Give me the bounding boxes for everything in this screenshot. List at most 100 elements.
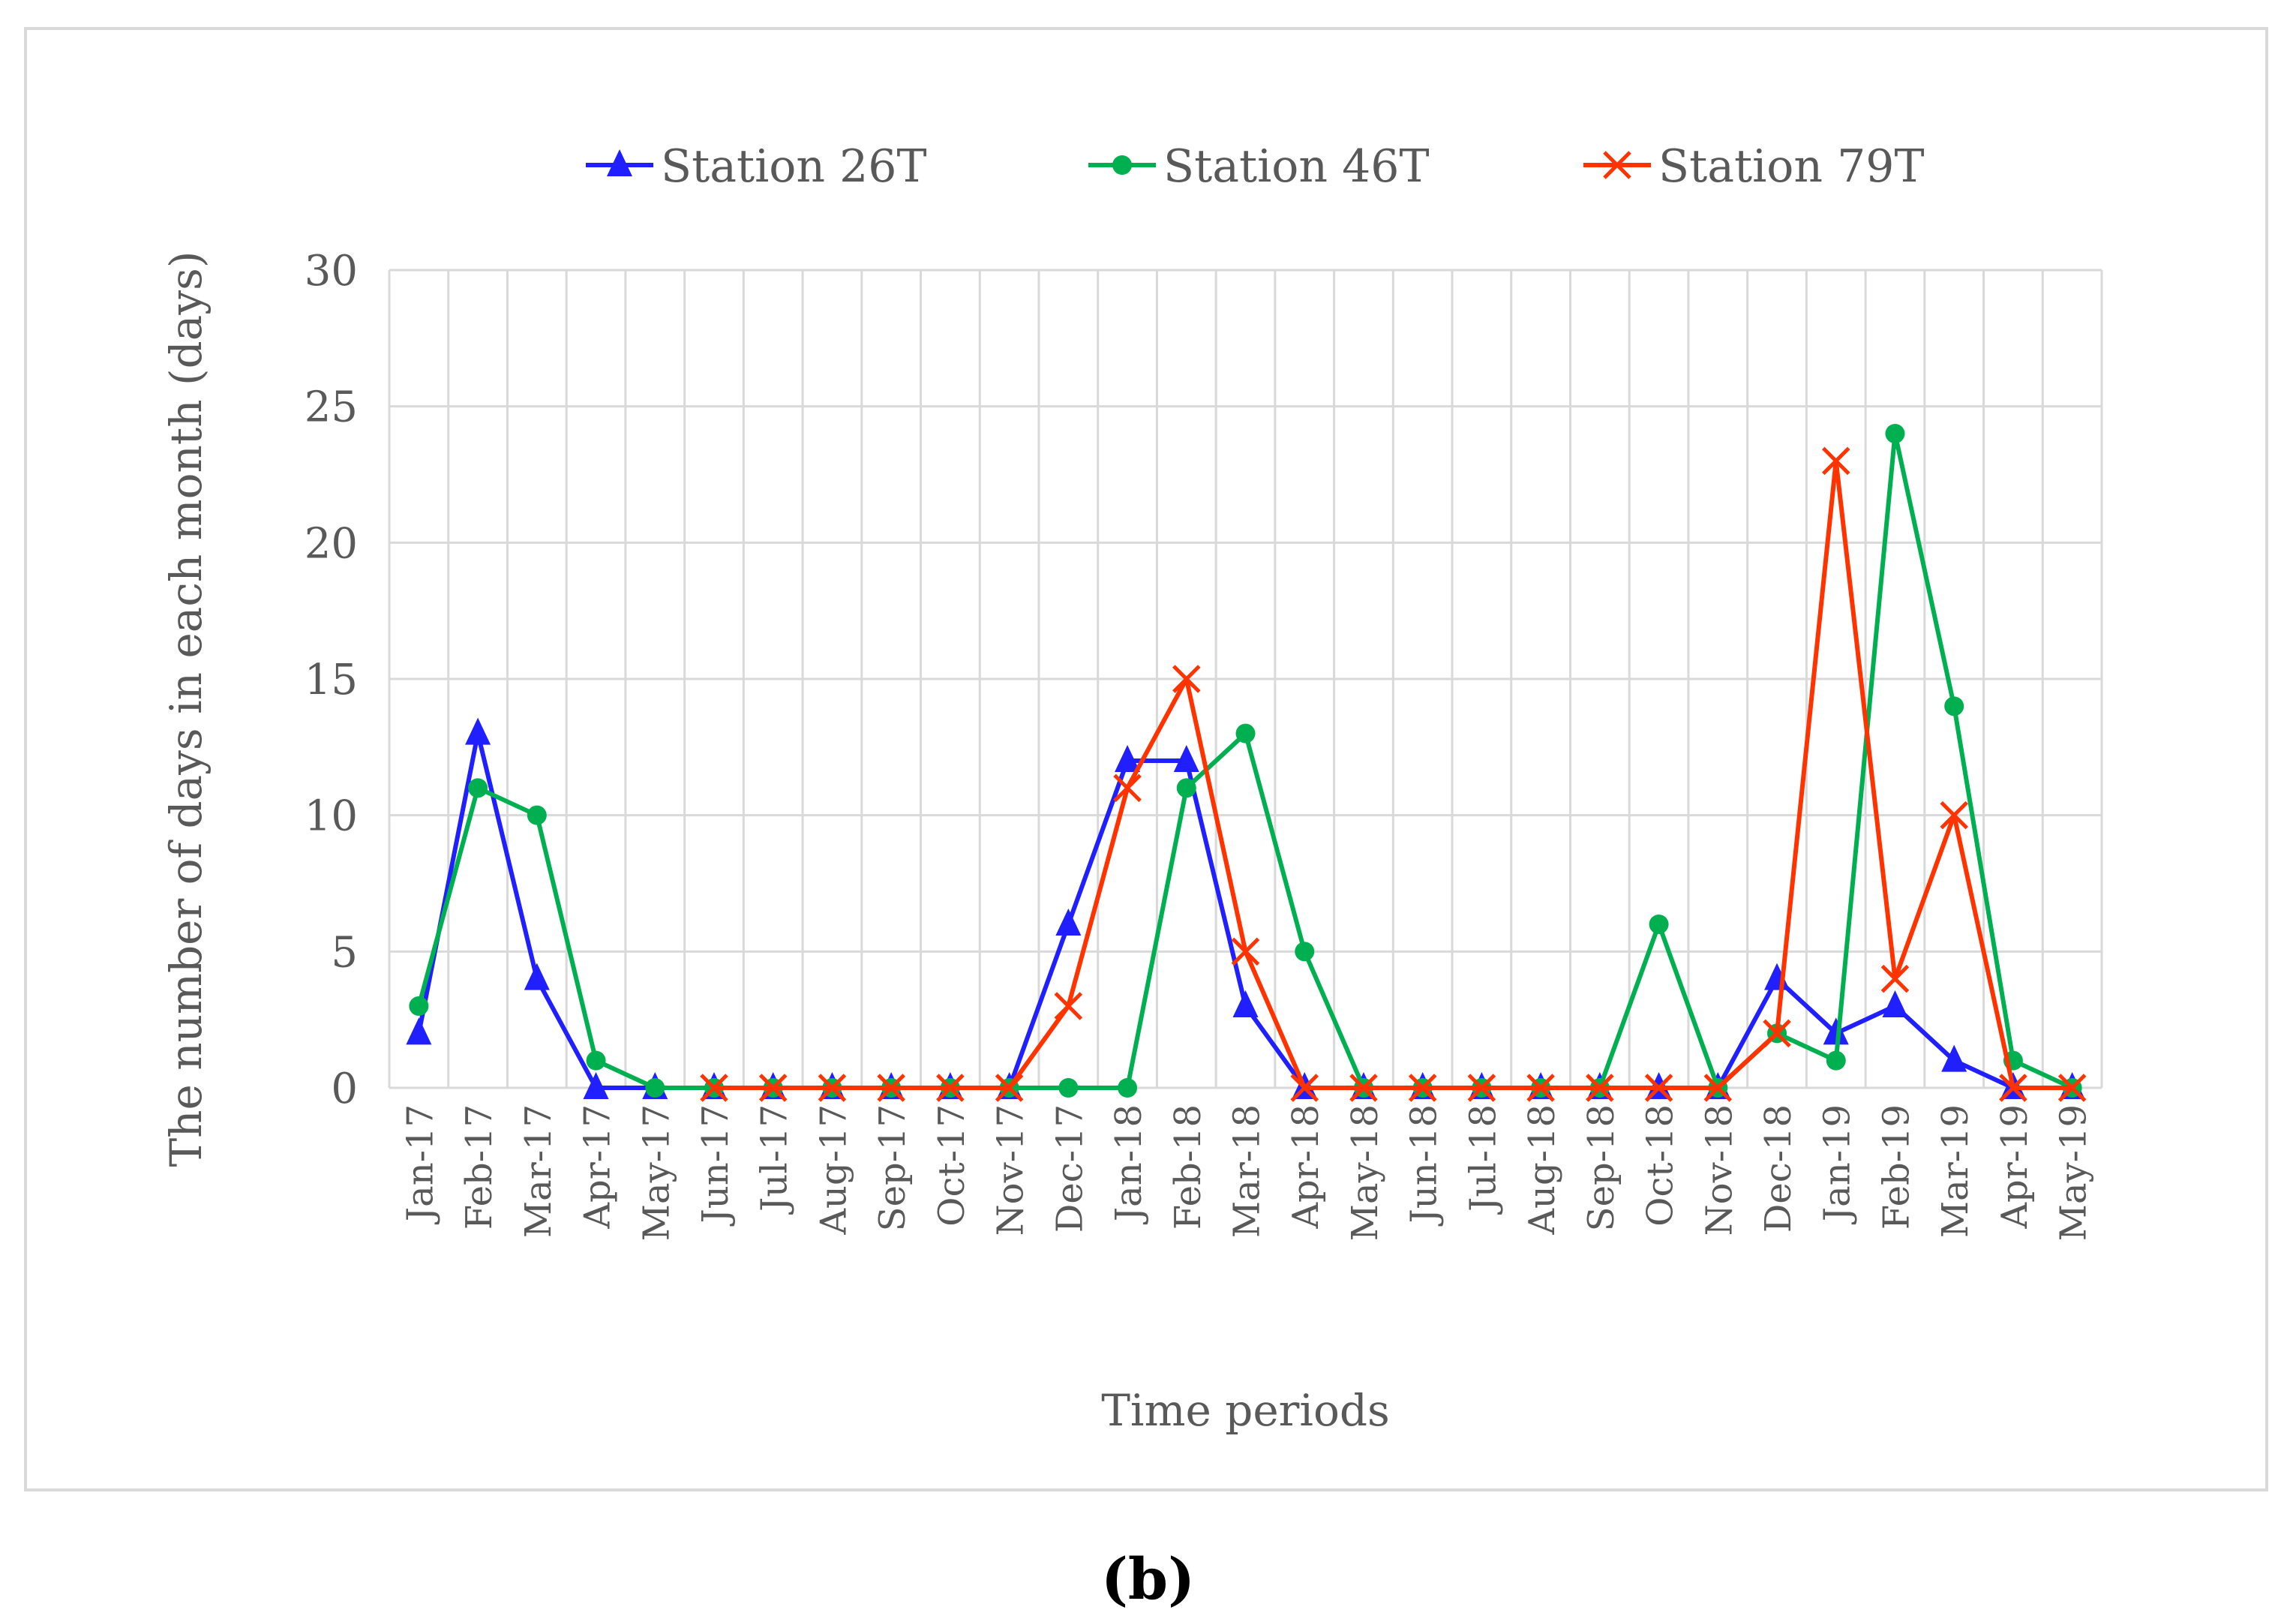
data-point — [1232, 990, 1259, 1017]
x-marker-stroke — [1172, 665, 1201, 693]
data-point — [1885, 424, 1905, 443]
x-marker-stroke — [1763, 1019, 1791, 1048]
x-marker-stroke — [1054, 992, 1083, 1020]
x-marker-stroke — [1880, 964, 1910, 993]
series-group — [406, 424, 2087, 1102]
x-marker-stroke — [936, 1074, 965, 1102]
series-line — [416, 431, 2073, 1090]
panel-label-text: (b) — [1100, 1545, 1196, 1612]
y-tick-label: 30 — [305, 247, 358, 296]
data-point — [1113, 773, 1142, 803]
x-axis-title: Time periods — [1101, 1385, 1390, 1436]
data-point — [1882, 990, 1908, 1017]
data-point — [1058, 1078, 1079, 1098]
x-tick-label: Jul-17 — [754, 1104, 796, 1215]
data-point — [1649, 915, 1669, 934]
data-point — [524, 963, 550, 990]
x-tick-label: Sep-18 — [1580, 1104, 1622, 1231]
x-tick-label: Feb-18 — [1167, 1104, 1209, 1230]
legend-label: Station 26T — [661, 140, 927, 193]
data-point — [1176, 778, 1196, 798]
x-marker-stroke — [1703, 1074, 1733, 1102]
x-tick-label: Feb-17 — [458, 1104, 500, 1230]
x-tick-label: Apr-17 — [577, 1104, 619, 1230]
x-marker-stroke — [1231, 937, 1260, 966]
x-marker-stroke — [1821, 446, 1850, 476]
data-point — [1118, 1078, 1138, 1098]
data-point — [1526, 1074, 1555, 1102]
data-point — [409, 996, 429, 1016]
x-marker-stroke — [995, 1074, 1024, 1102]
x-marker-stroke — [1113, 773, 1142, 803]
data-point — [936, 1074, 965, 1102]
data-point — [406, 1017, 432, 1045]
x-marker-stroke — [1644, 1074, 1673, 1102]
data-point — [1940, 800, 1968, 830]
data-point — [1290, 1074, 1319, 1102]
x-tick-label: Aug-17 — [812, 1104, 854, 1236]
data-point — [1172, 665, 1201, 693]
axes: 0 5 10 15 20 25 30 Jan-17 Feb-17 Mar-17 Apr-17 May-… — [305, 247, 2095, 1241]
data-point — [700, 1074, 728, 1102]
data-point — [2057, 1074, 2087, 1102]
x-marker-stroke — [1408, 1074, 1437, 1102]
data-point — [818, 1074, 847, 1102]
x-tick-label: Jul-18 — [1462, 1104, 1504, 1215]
data-point — [1823, 1017, 1849, 1045]
x-tick-label: Jun-18 — [1403, 1104, 1445, 1227]
x-tick-label: Nov-18 — [1698, 1104, 1740, 1236]
data-point — [1055, 909, 1082, 936]
x-marker-stroke — [818, 1074, 847, 1102]
chart-frame: 0 5 10 15 20 25 30 Jan-17 Feb-17 Mar-17 Apr-17 May-… — [24, 27, 2268, 1491]
panel-label: (b) — [0, 1545, 2296, 1612]
x-tick-label: Feb-19 — [1875, 1104, 1917, 1230]
series-station-26t — [406, 717, 2085, 1099]
legend-marker — [1603, 151, 1631, 179]
x-tick-label: Mar-18 — [1226, 1104, 1268, 1238]
data-point — [1235, 723, 1256, 743]
x-tick-label: Dec-17 — [1049, 1104, 1091, 1233]
data-point — [527, 805, 547, 825]
x-tick-label: Mar-19 — [1934, 1104, 1976, 1238]
data-point — [1944, 696, 1964, 716]
data-point — [1999, 1074, 2027, 1102]
data-point — [1586, 1074, 1614, 1102]
x-tick-label: Sep-17 — [872, 1104, 914, 1231]
data-point — [1880, 964, 1910, 993]
x-tick-label: Apr-18 — [1285, 1104, 1327, 1230]
x-tick-label: Jan-17 — [399, 1104, 441, 1225]
data-point — [1703, 1074, 1733, 1102]
data-point — [645, 1078, 665, 1098]
data-point — [468, 778, 488, 798]
data-point — [1295, 942, 1315, 962]
x-marker-stroke — [1999, 1074, 2027, 1102]
y-tick-label: 5 — [331, 928, 358, 977]
line-chart: 0 5 10 15 20 25 30 Jan-17 Feb-17 Mar-17 Apr-17 May-… — [161, 140, 2103, 1436]
x-tick-label: Jan-19 — [1817, 1104, 1859, 1225]
series-station-79t — [700, 446, 2087, 1102]
data-point — [1467, 1074, 1496, 1102]
x-marker-stroke — [1349, 1074, 1378, 1102]
legend-marker — [1112, 155, 1132, 175]
series-line — [713, 458, 2072, 1090]
data-point — [1644, 1074, 1673, 1102]
series-line — [416, 731, 2072, 1090]
x-marker-stroke — [1603, 151, 1631, 179]
x-marker-stroke — [758, 1074, 788, 1102]
gridlines — [388, 269, 2103, 1089]
legend: Station 26T Station 46T Station 79T — [586, 140, 1925, 193]
x-tick-label: Nov-17 — [990, 1104, 1032, 1236]
x-tick-label: Apr-19 — [1994, 1104, 2036, 1230]
data-point — [877, 1074, 905, 1102]
legend-item: Station 79T — [1583, 140, 1925, 193]
y-tick-label: 15 — [305, 656, 358, 704]
x-tick-label: Jun-17 — [695, 1104, 737, 1227]
x-tick-label: Jan-18 — [1108, 1104, 1150, 1225]
legend-label: Station 79T — [1658, 140, 1925, 193]
data-point — [1763, 1019, 1791, 1048]
x-marker-stroke — [700, 1074, 728, 1102]
data-point — [1826, 1050, 1846, 1071]
y-tick-label: 0 — [331, 1065, 358, 1113]
legend-item: Station 46T — [1088, 140, 1430, 193]
data-point — [1054, 992, 1083, 1020]
